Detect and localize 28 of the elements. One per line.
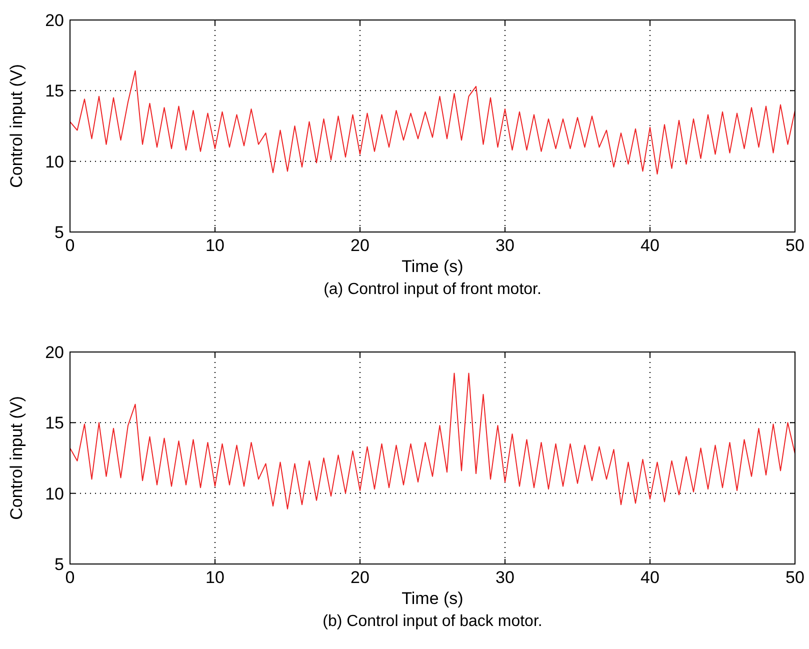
- y-tick-label: 15: [45, 82, 64, 101]
- y-tick-label: 20: [45, 11, 64, 30]
- x-tick-label: 40: [640, 236, 660, 255]
- y-tick-label: 5: [54, 223, 64, 242]
- x-tick-label: 10: [206, 236, 224, 255]
- x-tick-label: 50: [786, 568, 804, 587]
- x-axis-title: Time (s): [402, 257, 464, 276]
- y-axis-title: Control input (V): [7, 64, 26, 188]
- x-tick-label: 50: [786, 236, 804, 255]
- y-axis-title: Control input (V): [7, 396, 26, 520]
- y-tick-label: 10: [45, 152, 64, 172]
- text: (a) Control input of front motor.: [324, 281, 542, 298]
- line-series: [70, 372, 796, 510]
- y-tick-label: 15: [45, 414, 64, 433]
- x-tick-label: 30: [496, 236, 514, 255]
- text: (b) Control input of back motor.: [322, 613, 542, 630]
- x-tick-label: 0: [65, 568, 75, 587]
- y-tick-label: 20: [45, 343, 64, 362]
- x-tick-label: 0: [65, 236, 75, 255]
- y-tick-label: 5: [54, 555, 64, 574]
- x-tick-label: 40: [640, 568, 660, 587]
- x-axis-title: Time (s): [402, 589, 464, 608]
- line-series: [70, 70, 796, 175]
- x-tick-label: 10: [206, 568, 224, 587]
- x-tick-label: 20: [350, 568, 370, 587]
- y-tick-label: 10: [45, 484, 64, 504]
- x-tick-label: 20: [350, 236, 370, 255]
- x-tick-label: 30: [496, 568, 514, 587]
